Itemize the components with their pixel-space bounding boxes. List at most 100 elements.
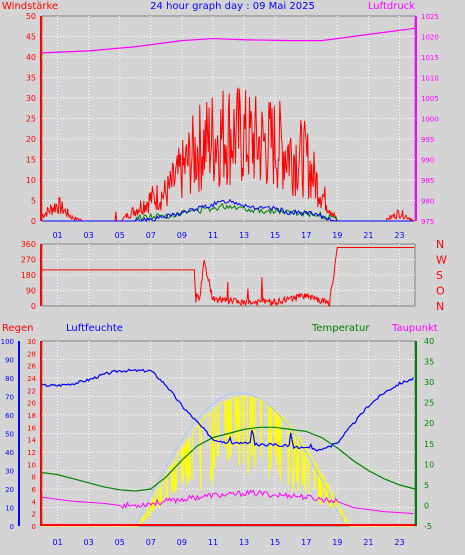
hour-tick-label: 03 [84, 231, 94, 240]
hour-tick-label-bottom: 23 [394, 538, 404, 547]
direction-letter-label: N [436, 238, 444, 251]
pressure-series [41, 27, 416, 54]
humidity-tick-label: 30 [5, 468, 14, 476]
hour-tick-label-bottom: 03 [84, 538, 94, 547]
legend-humidity: Luftfeuchte [66, 323, 123, 334]
hour-tick-label: 07 [146, 231, 156, 240]
wind-tick-label: 40 [26, 53, 36, 62]
temperature-tick-label: 30 [424, 378, 434, 387]
legend-rain: Regen [2, 323, 34, 334]
hour-tick-label-bottom: 21 [363, 538, 373, 547]
temperature-tick-label: 40 [424, 337, 434, 346]
hour-tick-label: 13 [239, 231, 249, 240]
pressure-tick-label: 1000 [421, 116, 439, 124]
direction-tick-label: 180 [21, 271, 36, 280]
rain-tick-label: 24 [27, 375, 36, 383]
humidity-tick-label: 100 [1, 338, 14, 346]
direction-letter-label: W [436, 254, 447, 267]
rain-tick-label: 26 [27, 363, 36, 371]
hour-tick-label-bottom: 07 [146, 538, 156, 547]
temperature-tick-label: 20 [424, 419, 434, 428]
hour-tick-label: 05 [115, 231, 125, 240]
hour-tick-label: 21 [363, 231, 373, 240]
wind-tick-label: 35 [26, 74, 36, 83]
humidity-tick-label: 10 [5, 505, 14, 513]
hour-tick-label-bottom: 19 [332, 538, 342, 547]
rain-tick-label: 28 [27, 350, 36, 358]
temperature-tick-label: 0 [424, 501, 429, 510]
temperature-tick-label: 35 [424, 358, 434, 367]
hour-tick-label: 09 [177, 231, 187, 240]
pressure-tick-label: 990 [421, 157, 434, 165]
hour-tick-label: 23 [394, 231, 404, 240]
hour-tick-label: 01 [52, 231, 62, 240]
pressure-tick-label: 1025 [421, 13, 439, 21]
rain-tick-label: 16 [27, 424, 36, 432]
temperature-tick-label: -5 [424, 522, 432, 531]
rain-tick-label: 18 [27, 412, 36, 420]
hour-tick-label: 11 [208, 231, 218, 240]
pressure-axis-label: Luftdruck [368, 1, 415, 12]
humidity-series [41, 368, 414, 452]
pressure-tick-label: 995 [421, 136, 434, 144]
rain-tick-label: 10 [27, 461, 36, 469]
humidity-tick-label: 80 [5, 375, 14, 383]
pressure-tick-label: 980 [421, 198, 434, 206]
direction-tick-label: 360 [21, 240, 36, 249]
direction-tick-label: 270 [21, 256, 36, 265]
pressure-tick-label: 1010 [421, 75, 439, 83]
temperature-tick-label: 25 [424, 399, 434, 408]
humidity-tick-label: 60 [5, 412, 14, 420]
pressure-tick-label: 985 [421, 177, 434, 185]
direction-letter-label: N [436, 300, 444, 313]
wind-tick-label: 5 [31, 197, 36, 206]
hour-tick-label-bottom: 11 [208, 538, 218, 547]
rain-tick-label: 12 [27, 449, 36, 457]
wind-tick-label: 15 [26, 156, 36, 165]
uv-series [134, 392, 344, 527]
pressure-tick-label: 1005 [421, 95, 439, 103]
avg-wind-series [42, 198, 414, 222]
direction-series [42, 246, 415, 308]
hour-tick-label-bottom: 15 [270, 538, 280, 547]
direction-letter-label: O [436, 285, 445, 298]
rain-tick-label: 22 [27, 387, 36, 395]
temperature-series [41, 426, 416, 492]
wind-tick-label: 30 [26, 94, 36, 103]
rain-tick-label: 20 [27, 400, 36, 408]
hour-tick-label-bottom: 13 [239, 538, 249, 547]
direction-tick-label: 90 [26, 287, 36, 296]
dewpoint-series [41, 489, 414, 515]
hour-tick-label-bottom: 05 [115, 538, 125, 547]
temperature-tick-label: 10 [424, 460, 434, 469]
rain-tick-label: 14 [27, 437, 36, 445]
wind-tick-label: 25 [26, 115, 36, 124]
wind-tick-label: 20 [26, 135, 36, 144]
rain-tick-label: 2 [32, 511, 36, 519]
direction-tick-label: 0 [31, 302, 36, 311]
humidity-tick-label: 90 [5, 357, 14, 365]
legend-dewpoint: Taupunkt [391, 323, 438, 334]
humidity-tick-label: 20 [5, 486, 14, 494]
chart-title: 24 hour graph day : 09 Mai 2025 [150, 1, 315, 12]
rain-tick-label: 6 [32, 486, 37, 494]
wind-tick-label: 10 [26, 176, 36, 185]
hour-tick-label-bottom: 09 [177, 538, 187, 547]
rain-tick-label: 4 [32, 498, 37, 506]
wind-tick-label: 50 [26, 12, 36, 21]
hour-tick-label-bottom: 17 [301, 538, 311, 547]
wind-tick-label: 0 [31, 217, 36, 226]
humidity-tick-label: 0 [10, 523, 14, 531]
wind-tick-label: 45 [26, 33, 36, 42]
humidity-tick-label: 50 [5, 431, 14, 439]
pressure-tick-label: 1015 [421, 54, 439, 62]
humidity-tick-label: 70 [5, 394, 14, 402]
rain-tick-label: 30 [27, 338, 36, 346]
rain-tick-label: 0 [32, 523, 36, 531]
hour-tick-label: 19 [332, 231, 342, 240]
hour-tick-label-bottom: 01 [52, 538, 62, 547]
humidity-tick-label: 40 [5, 449, 14, 457]
temperature-tick-label: 15 [424, 440, 434, 449]
